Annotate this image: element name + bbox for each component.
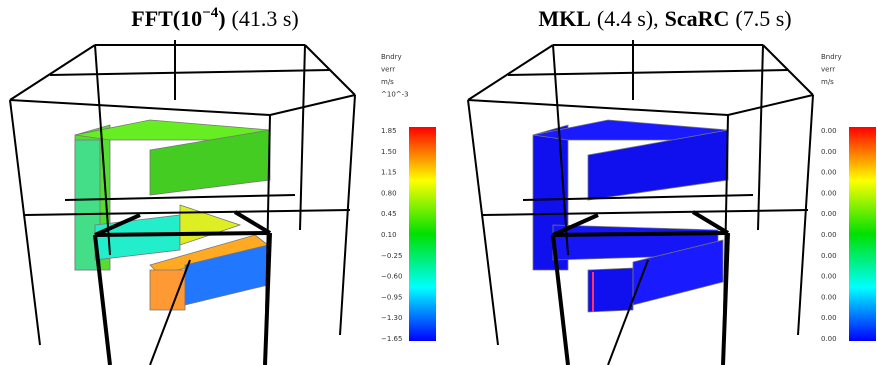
- panel-title: MKL(4.4 s),ScaRC(7.5 s): [538, 6, 791, 31]
- colorbar-tick-label: 1.15: [381, 169, 397, 177]
- colorbar-tick-label: 0.00: [821, 127, 837, 135]
- colorbar-gradient: [409, 127, 436, 341]
- title-part: ): [218, 6, 225, 31]
- colorbar-tick-label: −1.30: [381, 314, 402, 322]
- colorbar-header: Bndry: [381, 53, 402, 61]
- title-part: MKL: [538, 6, 591, 31]
- panel-right: MKL(4.4 s),ScaRC(7.5 s) Bndry verr m/s 0.00…: [468, 6, 876, 365]
- colorbar-gradient: [849, 127, 876, 341]
- colorbar-tick-label: 0.00: [821, 231, 837, 239]
- colorbar-tick-label: 0.00: [821, 189, 837, 197]
- wireframe: [10, 40, 355, 365]
- colorbar-header: m/s: [821, 78, 834, 86]
- colorbar-tick-label: 0.00: [821, 293, 837, 301]
- colorbar-header: m/s: [381, 78, 394, 86]
- colorbar-tick-label: 0.00: [821, 169, 837, 177]
- colorbar-header: verr: [381, 66, 395, 74]
- title-part: FFT(10: [131, 6, 202, 31]
- colorbar-header: Bndry: [821, 53, 842, 61]
- panel-left: FFT(10−4) (41.3 s) Bndry verr m/s ^10^-3 1.85…: [10, 5, 436, 365]
- title-part: ,: [653, 6, 659, 31]
- title-part: (4.4 s): [597, 6, 653, 31]
- colorbar-tick-label: 1.85: [381, 127, 397, 135]
- title-part: (41.3 s): [232, 6, 299, 31]
- colorbar-tick-label: −0.25: [381, 252, 402, 260]
- colorbar: Bndry verr m/s 0.00 0.00 0.00 0.00 0.00 0.00 0.00…: [821, 53, 876, 343]
- colorbar-tick-label: −0.60: [381, 273, 402, 281]
- colorbar-tick-label: 0.00: [821, 335, 837, 343]
- title-part: −4: [202, 5, 219, 21]
- colorbar-tick-label: 0.00: [821, 210, 837, 218]
- colorbar-tick-label: 0.00: [821, 252, 837, 260]
- panel-title: FFT(10−4) (41.3 s): [131, 5, 299, 31]
- colorbar-tick-label: 0.45: [381, 210, 397, 218]
- colorbar-tick-label: 0.00: [821, 273, 837, 281]
- title-part: ScaRC: [665, 6, 730, 31]
- title-part: (7.5 s): [735, 6, 791, 31]
- colorbar-tick-label: 0.00: [821, 314, 837, 322]
- colorbar-header: verr: [821, 66, 835, 74]
- colorbar-tick-label: −0.95: [381, 293, 402, 301]
- figure: FFT(10−4) (41.3 s) Bndry verr m/s ^10^-3 1.85…: [0, 0, 877, 365]
- colorbar-tick-label: 0.00: [821, 148, 837, 156]
- wireframe: [468, 40, 813, 365]
- colorbar-tick-label: 1.50: [381, 148, 397, 156]
- colorbar-header: ^10^-3: [381, 91, 409, 99]
- colorbar: Bndry verr m/s ^10^-3 1.85 1.50 1.15 0.80 0.45 0.…: [381, 53, 436, 343]
- colorbar-tick-label: 0.80: [381, 189, 397, 197]
- colorbar-tick-label: −1.65: [381, 335, 402, 343]
- colorbar-tick-label: 0.10: [381, 231, 397, 239]
